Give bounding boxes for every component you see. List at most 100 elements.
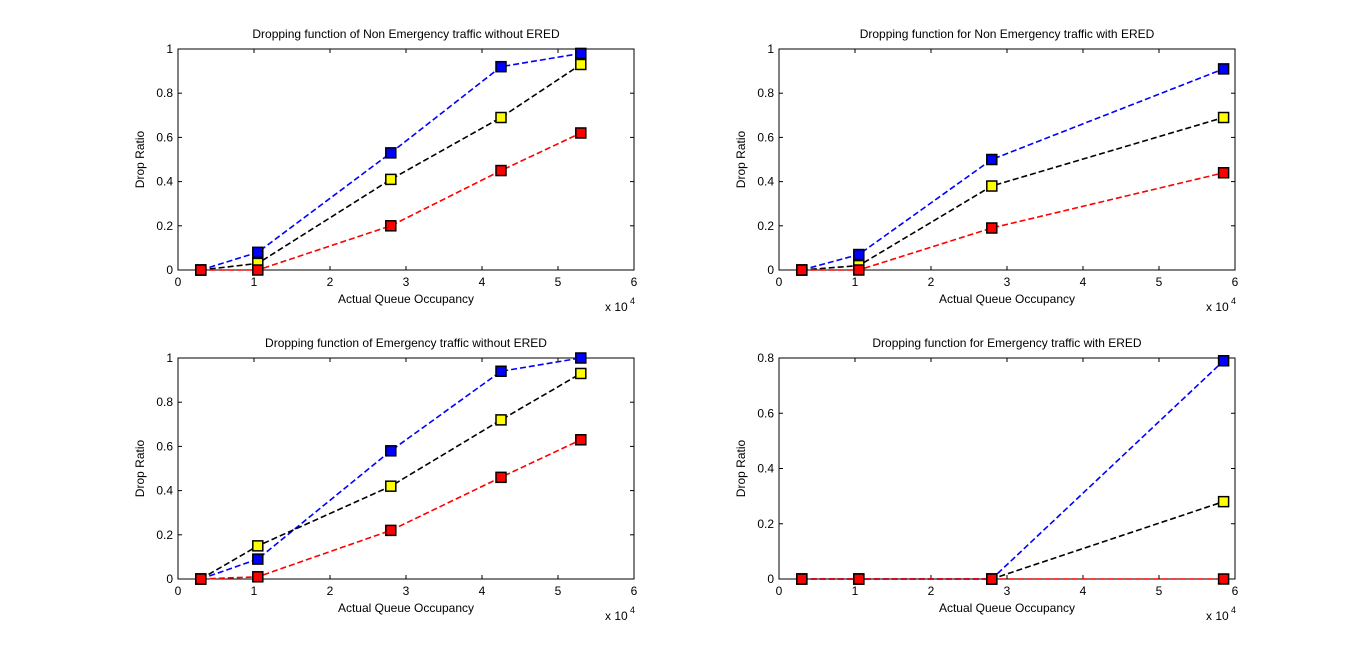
chart-panel-3: Dropping function of Emergency traffic w… bbox=[133, 336, 638, 623]
y-tick-label: 0.2 bbox=[156, 528, 173, 542]
series-2-point bbox=[986, 180, 998, 192]
x-axis-exponent: 4 bbox=[630, 605, 635, 615]
x-tick-label: 2 bbox=[327, 584, 334, 598]
series-3-point bbox=[986, 573, 998, 585]
series-3-point bbox=[853, 264, 865, 276]
series-3-point bbox=[495, 164, 507, 177]
x-axis-label: Actual Queue Occupancy bbox=[338, 292, 474, 306]
x-tick-label: 0 bbox=[175, 275, 182, 289]
series-3-point bbox=[796, 264, 808, 276]
x-tick-label: 0 bbox=[175, 584, 182, 598]
x-tick-label: 6 bbox=[1232, 584, 1239, 598]
y-tick-label: 0.6 bbox=[757, 406, 774, 420]
series-3-point bbox=[575, 127, 587, 139]
series-1-point bbox=[575, 47, 587, 60]
x-tick-label: 2 bbox=[928, 584, 935, 598]
x-axis-multiplier: x 10 bbox=[605, 609, 628, 623]
x-tick-label: 4 bbox=[1080, 275, 1087, 289]
series-1-point bbox=[1217, 63, 1230, 75]
x-tick-label: 0 bbox=[776, 275, 783, 289]
x-tick-label: 4 bbox=[479, 275, 486, 289]
series-3-point bbox=[252, 571, 264, 583]
y-tick-label: 0 bbox=[166, 263, 173, 277]
series-line-2 bbox=[801, 116, 1224, 271]
series-1-point bbox=[495, 60, 507, 73]
series-1-point bbox=[252, 553, 264, 565]
chart-title: Dropping function for Emergency traffic … bbox=[872, 336, 1142, 350]
x-axis-exponent: 4 bbox=[630, 296, 635, 306]
x-tick-label: 5 bbox=[555, 584, 562, 598]
y-tick-label: 1 bbox=[767, 42, 774, 56]
x-tick-label: 6 bbox=[631, 275, 638, 289]
series-1-point bbox=[385, 445, 397, 457]
series-2-point bbox=[385, 173, 397, 186]
series-1-point bbox=[495, 365, 507, 378]
x-tick-label: 3 bbox=[403, 584, 410, 598]
series-line-3 bbox=[200, 132, 582, 271]
series-2-point bbox=[252, 540, 264, 552]
series-3-point bbox=[1217, 167, 1230, 179]
plot-area bbox=[778, 357, 1236, 580]
x-tick-label: 1 bbox=[852, 275, 859, 289]
series-2-point bbox=[495, 414, 507, 426]
y-axis-label: Drop Ratio bbox=[734, 439, 748, 497]
series-2-point bbox=[1217, 111, 1230, 124]
series-line-2 bbox=[200, 63, 582, 271]
series-1-point bbox=[385, 147, 397, 159]
x-axis-exponent: 4 bbox=[1231, 296, 1236, 306]
y-tick-label: 0.4 bbox=[156, 484, 173, 498]
chart-title: Dropping function for Non Emergency traf… bbox=[860, 27, 1155, 41]
x-tick-label: 1 bbox=[852, 584, 859, 598]
plot-area bbox=[778, 48, 1236, 271]
y-tick-label: 0.8 bbox=[757, 86, 774, 100]
x-axis-label: Actual Queue Occupancy bbox=[338, 601, 474, 615]
x-axis-label: Actual Queue Occupancy bbox=[939, 601, 1075, 615]
x-tick-label: 4 bbox=[1080, 584, 1087, 598]
x-axis-label: Actual Queue Occupancy bbox=[939, 292, 1075, 306]
x-tick-label: 2 bbox=[327, 275, 334, 289]
series-1-point bbox=[1217, 355, 1230, 367]
x-tick-label: 3 bbox=[1004, 584, 1011, 598]
x-tick-label: 5 bbox=[1156, 275, 1163, 289]
x-axis-multiplier: x 10 bbox=[1206, 300, 1229, 314]
y-tick-label: 0 bbox=[767, 572, 774, 586]
chart-panel-1: Dropping function of Non Emergency traff… bbox=[133, 27, 638, 314]
chart-panel-2: Dropping function for Non Emergency traf… bbox=[734, 27, 1239, 314]
series-1-point bbox=[575, 352, 587, 364]
x-tick-label: 6 bbox=[631, 584, 638, 598]
x-tick-label: 6 bbox=[1232, 275, 1239, 289]
y-tick-label: 0.4 bbox=[757, 175, 774, 189]
x-tick-label: 1 bbox=[251, 584, 258, 598]
y-tick-label: 0.4 bbox=[156, 175, 173, 189]
y-tick-label: 0.2 bbox=[757, 517, 774, 531]
y-tick-label: 0.8 bbox=[156, 395, 173, 409]
series-3-point bbox=[252, 264, 264, 276]
y-axis-label: Drop Ratio bbox=[133, 439, 147, 497]
y-tick-label: 0.6 bbox=[156, 130, 173, 144]
x-tick-label: 4 bbox=[479, 584, 486, 598]
series-2-point bbox=[575, 58, 587, 71]
series-line-3 bbox=[200, 439, 582, 580]
series-line-3 bbox=[801, 172, 1224, 271]
x-axis-multiplier: x 10 bbox=[605, 300, 628, 314]
x-axis-multiplier: x 10 bbox=[1206, 609, 1229, 623]
series-3-point bbox=[385, 220, 397, 232]
series-1-point bbox=[252, 246, 264, 259]
y-tick-label: 0 bbox=[767, 263, 774, 277]
series-3-point bbox=[385, 524, 397, 537]
series-2-point bbox=[385, 480, 397, 492]
series-3-point bbox=[796, 573, 808, 585]
chart-title: Dropping function of Emergency traffic w… bbox=[265, 336, 547, 350]
plot-area bbox=[177, 48, 635, 271]
y-tick-label: 0 bbox=[166, 572, 173, 586]
series-3-point bbox=[195, 264, 207, 276]
chart-panel-4: Dropping function for Emergency traffic … bbox=[734, 336, 1239, 623]
series-line-1 bbox=[200, 357, 581, 580]
x-tick-label: 3 bbox=[1004, 275, 1011, 289]
y-tick-label: 0.8 bbox=[156, 86, 173, 100]
x-axis-exponent: 4 bbox=[1231, 605, 1236, 615]
chart-title: Dropping function of Non Emergency traff… bbox=[252, 27, 560, 41]
plot-area bbox=[177, 357, 635, 580]
series-line-1 bbox=[801, 68, 1224, 271]
